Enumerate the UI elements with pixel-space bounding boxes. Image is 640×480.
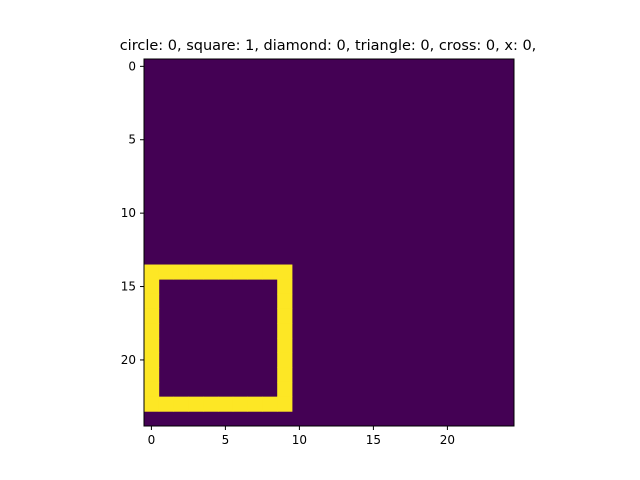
heatmap-cell bbox=[158, 264, 174, 280]
heatmap-cell bbox=[262, 396, 278, 412]
chart-title: circle: 0, square: 1, diamond: 0, triang… bbox=[120, 38, 537, 54]
y-tick-label: 0 bbox=[128, 59, 136, 73]
x-tick-label: 20 bbox=[440, 433, 455, 447]
x-tick-label: 15 bbox=[366, 433, 381, 447]
heatmap-cell bbox=[277, 323, 293, 339]
y-tick-label: 20 bbox=[121, 353, 136, 367]
heatmap-cell bbox=[173, 264, 189, 280]
heatmap-cell bbox=[173, 396, 189, 412]
y-tick-label: 5 bbox=[128, 133, 136, 147]
heatmap-cell bbox=[218, 396, 234, 412]
heatmap-cell bbox=[203, 396, 219, 412]
heatmap-cell bbox=[277, 293, 293, 309]
heatmap-cell bbox=[232, 264, 248, 280]
heatmap-cell bbox=[218, 264, 234, 280]
y-axis: 0 5 10 15 20 bbox=[121, 59, 144, 367]
heatmap-cell bbox=[144, 264, 160, 280]
heatmap-cell bbox=[144, 396, 160, 412]
heatmap-cell bbox=[158, 396, 174, 412]
heatmap-cell bbox=[277, 352, 293, 368]
heatmap-cell bbox=[144, 367, 160, 383]
heatmap-cell bbox=[144, 352, 160, 368]
heatmap-cell bbox=[144, 279, 160, 295]
y-tick-label: 10 bbox=[121, 206, 136, 220]
heatmap-cell bbox=[277, 396, 293, 412]
heatmap-cell bbox=[188, 264, 204, 280]
heatmap-cell bbox=[262, 264, 278, 280]
y-tick-label: 15 bbox=[121, 280, 136, 294]
heatmap-cell bbox=[144, 337, 160, 353]
heatmap-cell bbox=[247, 396, 263, 412]
heatmap-cell bbox=[277, 381, 293, 398]
heatmap-cell bbox=[277, 367, 293, 383]
x-tick-label: 10 bbox=[292, 433, 307, 447]
heatmap-cell bbox=[247, 264, 263, 280]
axes-frame bbox=[143, 58, 515, 427]
heatmap-background bbox=[144, 59, 514, 426]
heatmap-cell bbox=[277, 279, 293, 295]
x-tick-label: 0 bbox=[148, 433, 156, 447]
heatmap-plot-area bbox=[144, 59, 514, 426]
heatmap-cell bbox=[144, 308, 160, 324]
heatmap-cell bbox=[277, 308, 293, 324]
heatmap-cell bbox=[277, 264, 293, 280]
heatmap-cell bbox=[232, 396, 248, 412]
x-tick-label: 5 bbox=[222, 433, 230, 447]
heatmap-cell bbox=[188, 396, 204, 412]
x-axis: 0 5 10 15 20 bbox=[148, 426, 455, 447]
heatmap-cell bbox=[277, 337, 293, 353]
heatmap-cell bbox=[144, 323, 160, 339]
heatmap-cell bbox=[203, 264, 219, 280]
heatmap-cell bbox=[144, 293, 160, 309]
heatmap-cell bbox=[144, 381, 160, 398]
